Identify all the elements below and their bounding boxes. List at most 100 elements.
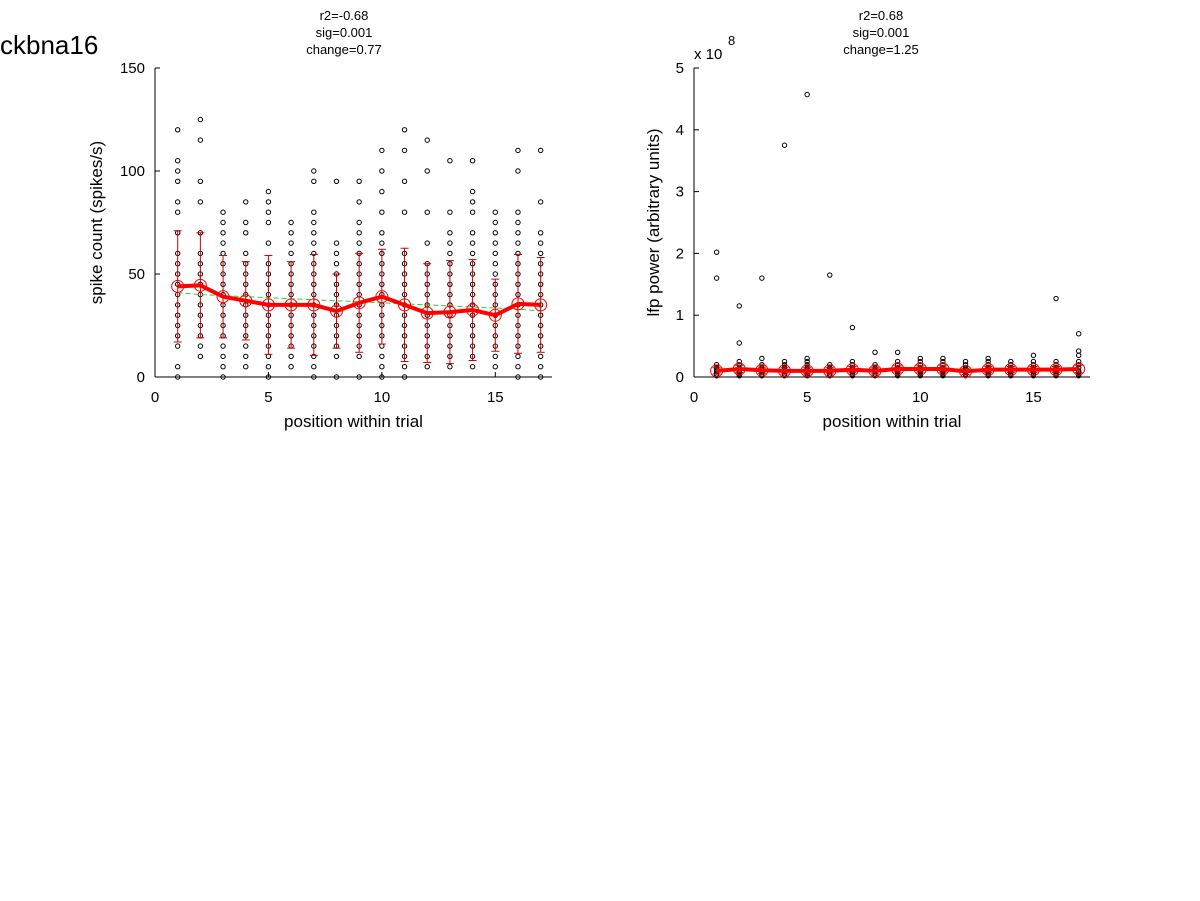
trial-point (1075, 352, 1082, 359)
y-axis-label: spike count (spikes/s) (87, 141, 106, 304)
trial-point (265, 209, 272, 215)
trial-point (515, 209, 521, 215)
trial-point (197, 178, 204, 185)
mean-marker (193, 278, 207, 292)
trial-point (447, 230, 453, 236)
mean-marker (261, 298, 275, 312)
trial-point (333, 250, 340, 257)
trial-point (379, 209, 385, 215)
x-tick-label: 0 (690, 389, 698, 406)
trial-point (827, 361, 833, 368)
trial-point (356, 219, 362, 226)
y-tick-label: 3 (676, 184, 684, 201)
trial-point (469, 230, 476, 236)
trial-point (174, 343, 181, 349)
mean-marker (534, 298, 548, 312)
stat-line: r2=-0.68 (320, 8, 369, 23)
x-tick-label: 0 (151, 389, 159, 406)
trial-point (243, 230, 249, 236)
trial-point (220, 343, 226, 349)
trial-point (872, 349, 878, 355)
trial-point (288, 240, 294, 246)
trial-point (515, 230, 521, 236)
mean-marker (171, 279, 185, 293)
trial-point (311, 219, 317, 226)
trial-point (174, 127, 181, 133)
y-tick-label: 50 (128, 266, 145, 283)
trial-point (1030, 373, 1037, 379)
trial-point (243, 364, 249, 370)
mean-marker (511, 297, 525, 311)
trial-point (515, 364, 521, 370)
y-tick-label: 4 (676, 122, 684, 139)
trial-point (940, 373, 946, 379)
trial-point (537, 230, 544, 236)
mean-marker (755, 363, 769, 377)
trial-point (492, 219, 498, 226)
mean-marker (307, 298, 321, 312)
trial-point (713, 361, 720, 368)
x-tick-label: 5 (264, 389, 272, 406)
x-tick-label: 5 (803, 389, 811, 406)
trial-point (1075, 358, 1082, 365)
trial-point (492, 364, 498, 370)
mean-marker (823, 364, 837, 378)
trial-point (804, 358, 810, 365)
trial-point (265, 374, 272, 380)
trial-point (1075, 348, 1082, 354)
trial-point (356, 374, 362, 380)
trial-point (379, 364, 385, 370)
trial-point (515, 374, 521, 380)
trial-point (311, 240, 317, 246)
trial-point (174, 168, 181, 174)
mean-marker (710, 364, 724, 378)
trial-point (447, 364, 453, 370)
trial-point (424, 209, 430, 215)
mean-marker (800, 364, 814, 378)
trial-point (174, 178, 181, 185)
y-tick-label: 0 (676, 369, 684, 386)
y-tick-label: 150 (120, 60, 145, 77)
trial-point (220, 250, 226, 257)
trial-point (288, 353, 294, 360)
trial-point (220, 240, 226, 246)
trial-point (713, 275, 720, 281)
mean-marker (936, 362, 950, 376)
trial-point (962, 361, 969, 368)
trial-point (469, 188, 476, 195)
trial-point (469, 158, 476, 164)
y-tick-label: 1 (676, 307, 684, 324)
trial-point (736, 358, 742, 365)
stat-line: change=0.77 (306, 42, 382, 57)
trial-point (265, 353, 272, 360)
trial-point (220, 364, 226, 370)
trial-point (288, 230, 294, 236)
trial-point (265, 188, 272, 195)
mean-marker (443, 305, 457, 319)
trial-point (311, 230, 317, 236)
mean-marker (420, 306, 434, 320)
trial-point (515, 219, 521, 226)
trial-point (288, 219, 294, 226)
trial-point (356, 199, 362, 205)
mean-marker (329, 304, 343, 318)
trial-point (849, 373, 856, 379)
trial-point (401, 147, 408, 154)
mean-marker (1004, 363, 1018, 377)
trial-point (940, 355, 946, 362)
trial-point (220, 209, 226, 215)
trial-point (174, 209, 181, 215)
trial-point (447, 250, 453, 257)
trial-point (985, 355, 991, 362)
trial-point (311, 209, 317, 215)
trial-point (1030, 352, 1037, 359)
mean-marker (375, 290, 389, 304)
mean-marker (959, 364, 973, 378)
trial-point (894, 358, 901, 365)
trial-point (356, 230, 362, 236)
mean-marker (1072, 362, 1086, 376)
trial-point (781, 358, 788, 365)
trial-point (515, 353, 521, 360)
x-tick-label: 15 (487, 389, 504, 406)
